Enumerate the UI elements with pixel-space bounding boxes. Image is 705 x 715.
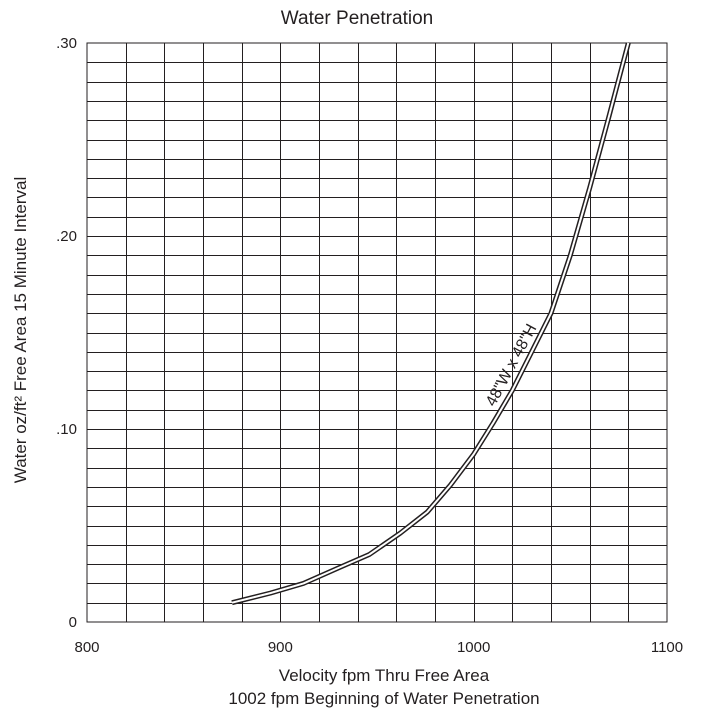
y-tick-label: .30: [56, 35, 77, 52]
series-line: [231, 42, 631, 606]
x-axis-sublabel: 1002 fpm Beginning of Water Penetration: [228, 689, 539, 708]
plot-frame: [86, 42, 668, 623]
x-tick-label: 800: [74, 639, 99, 656]
x-axis-label: Velocity fpm Thru Free Area: [279, 666, 490, 685]
series-lines: [231, 42, 631, 606]
y-tick-labels: 0 .10 .20 .30: [56, 35, 77, 631]
x-tick-label: 900: [268, 639, 293, 656]
y-tick-label: 0: [69, 614, 77, 631]
chart-title: Water Penetration: [281, 8, 433, 29]
series-line-inner: [231, 42, 630, 604]
y-axis-label: Water oz/ft² Free Area 15 Minute Interva…: [11, 177, 30, 483]
y-tick-label: .10: [56, 421, 77, 438]
y-tick-label: .20: [56, 228, 77, 245]
grid: [87, 43, 667, 622]
x-tick-label: 1000: [457, 639, 490, 656]
x-tick-labels: 70080090010001100: [74, 639, 683, 656]
x-tick-label: 1100: [651, 639, 683, 656]
